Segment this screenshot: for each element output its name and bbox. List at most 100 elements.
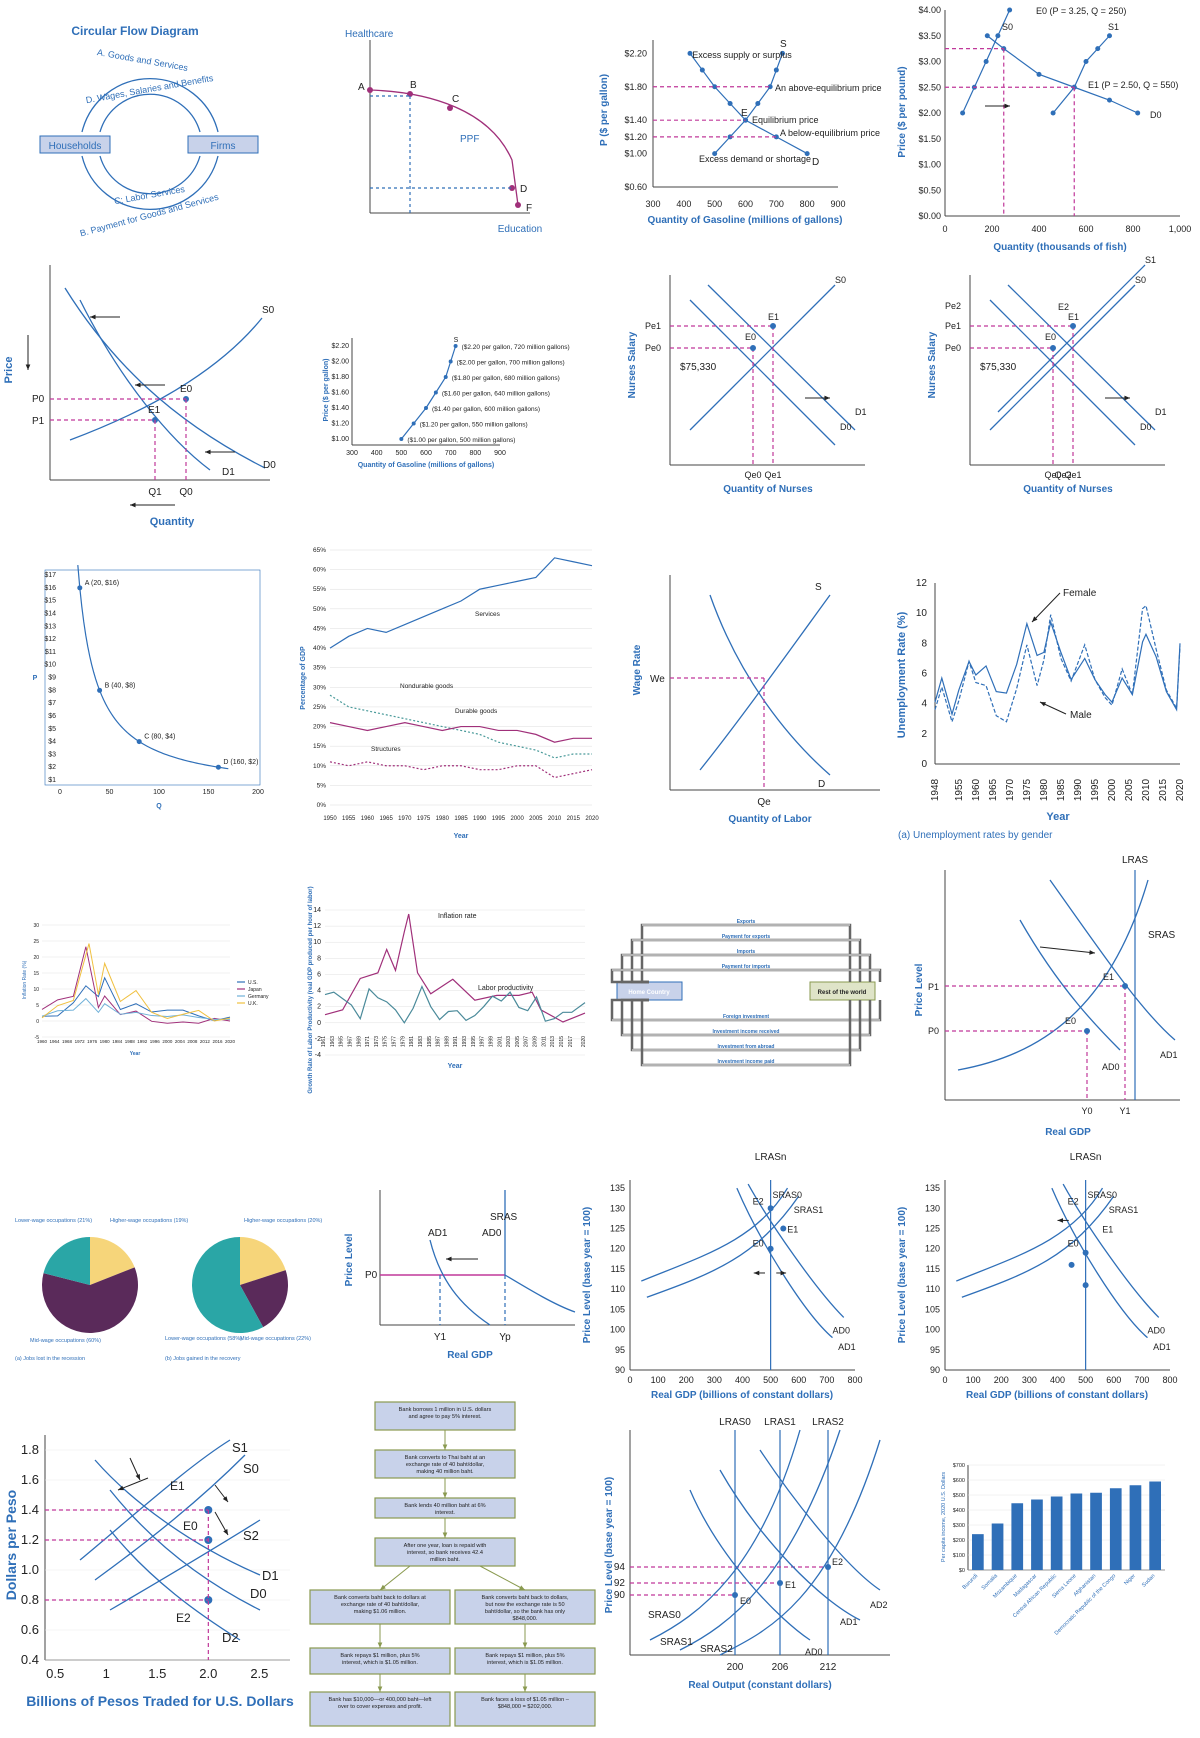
y-axis-label: Per capita income, 2020 U.S. Dollars [941, 1472, 947, 1562]
x-tick-label: 100 [651, 1375, 666, 1385]
arrow-head [1089, 950, 1095, 955]
arrow-head [135, 1474, 140, 1480]
text-line: over to cover expenses and profit. [338, 1704, 423, 1710]
arrow-head [90, 314, 96, 320]
x-tick-label: 1995 [471, 1036, 477, 1047]
y-tick-label: 65% [313, 547, 326, 554]
text-line: $848,000. [513, 1616, 538, 1622]
text-line: Bank converts to Thai baht at an [405, 1455, 485, 1461]
flow-box-text: Bank converts baht back to dollars at exc… [334, 1595, 426, 1615]
label: P0 [32, 394, 45, 405]
x-tick-label: 2001 [497, 1036, 503, 1047]
x-tick-label: 1988 [125, 1039, 136, 1044]
x-tick-label: Sudan [1141, 1573, 1156, 1588]
y-tick-label: 60% [313, 567, 326, 574]
y-tick-label: $7 [48, 700, 56, 707]
x-tick-label: 100 [153, 789, 165, 796]
flow-arrow [479, 1565, 526, 1591]
flow-path [610, 968, 882, 984]
demand-shift-chart: Price Quantity S0 D0 D1 E0 E1 P0 P1 Q0 Q1 [3, 265, 276, 528]
label: SRAS [490, 1212, 518, 1223]
arrow-head [1032, 616, 1038, 622]
label: E1 [787, 1225, 798, 1235]
text-line: Bank repays $1 million, plus 5% [485, 1653, 564, 1659]
y-tick-label: 94 [614, 1562, 626, 1573]
y-tick-label: $100 [953, 1553, 965, 1559]
x-axis-label: Real Output (constant dollars) [688, 1680, 831, 1691]
arrow-head [205, 449, 211, 455]
x-tick-label: 400 [1031, 224, 1046, 234]
y-tick-label: 10% [313, 763, 326, 770]
y-tick-label: $500 [953, 1493, 965, 1499]
households-box [39, 135, 111, 154]
y-tick-label: $8 [48, 687, 56, 694]
text-line: million baht. [430, 1557, 460, 1563]
point [424, 406, 428, 410]
home-country-box [616, 981, 683, 1001]
x-tick-label: 1995 [1090, 778, 1101, 801]
y-tick-label: 90 [930, 1365, 940, 1375]
x-tick-label: 0 [627, 1375, 632, 1385]
y-tick-label: 4 [317, 988, 321, 995]
label: E2 [176, 1611, 191, 1625]
text-line: exchange rate of 40 baht/dollar, [406, 1462, 485, 1468]
data-point [984, 33, 990, 39]
label: D2 [222, 1630, 239, 1645]
x-tick-label: 1972 [75, 1039, 86, 1044]
y-tick-label: 10 [916, 608, 928, 619]
eq-label: E0 (P = 3.25, Q = 250) [1036, 6, 1126, 16]
y-tick-label: $6 [48, 713, 56, 720]
demand-d0 [989, 299, 1136, 446]
label: We [650, 674, 665, 685]
series-label: Structures [371, 746, 401, 753]
data-point [1083, 59, 1089, 64]
point [447, 105, 453, 111]
label: AD0 [1102, 1062, 1120, 1072]
label: E0 [740, 1596, 751, 1606]
y-axis-label: Nurses Salary [627, 331, 638, 398]
adas-numeric-chart-adas4: 0 100 200 300 400 500 600 700 800 90 95 100 105 110 11… [897, 1152, 1178, 1401]
flow-path [630, 938, 862, 984]
d1-curve [94, 1459, 261, 1576]
caption: (a) Jobs lost in the recession [15, 1356, 85, 1362]
y-tick-label: 125 [610, 1224, 625, 1234]
x-tick-label: 1955 [954, 778, 965, 801]
x-tick-label: 400 [676, 199, 691, 209]
point-label: ($1.60 per gallon, 640 million gallons) [442, 391, 550, 398]
point [399, 437, 404, 441]
x-tick-label: 800 [469, 450, 481, 457]
y-tick-label: 90 [615, 1365, 625, 1375]
arrow-head [1124, 395, 1130, 401]
x-tick-label: 700 [819, 1375, 834, 1385]
label: E1 [768, 312, 779, 322]
y-tick-label: 130 [925, 1203, 940, 1213]
data-point [1050, 110, 1056, 116]
point [433, 390, 438, 395]
x-tick-label: 1980 [1039, 778, 1050, 801]
x-tick-label: 206 [772, 1662, 789, 1673]
flow-label: Foreign investment [723, 1014, 769, 1020]
label: E0 [745, 332, 756, 342]
y-tick-label: 15% [313, 743, 326, 750]
x-tick-label: 300 [346, 450, 358, 457]
x-tick-label: 1980 [100, 1039, 111, 1044]
arrow-head [1057, 1218, 1064, 1223]
label: Pe0 [645, 343, 661, 353]
x-tick-label: 2000 [510, 816, 524, 822]
label: Pe1 [645, 321, 661, 331]
x-tick-label: 2010 [548, 816, 562, 822]
y-tick-label: $0 [959, 1568, 965, 1574]
arrow-head [522, 1642, 528, 1648]
y-tick-label: 0.6 [21, 1622, 39, 1637]
sras1-curve [646, 1195, 800, 1298]
label: SRAS0 [648, 1610, 681, 1621]
data-point [755, 100, 761, 106]
text-line: Bank lends 40 million baht at 6% [404, 1503, 485, 1509]
x-axis-label: Quantity of Gasoline (millions of gallon… [647, 215, 842, 226]
y-axis-label: Unemployment Rate (%) [896, 611, 908, 738]
y-axis-label: Price ($ per pound) [897, 66, 908, 157]
series-D [689, 52, 808, 155]
y-axis-label: Price [3, 357, 15, 384]
x-axis-label: Quantity of Labor [728, 814, 811, 825]
